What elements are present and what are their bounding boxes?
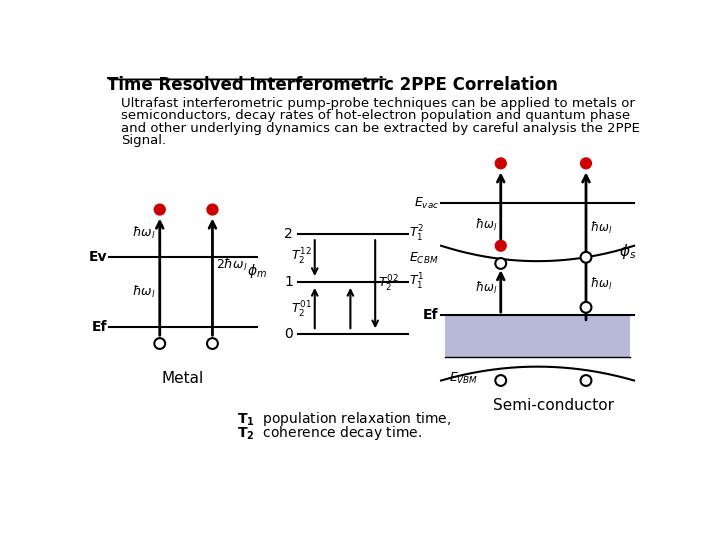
Text: $\hbar\omega_l$: $\hbar\omega_l$ (132, 225, 156, 241)
Text: Ultrafast interferometric pump-probe techniques can be applied to metals or: Ultrafast interferometric pump-probe tec… (121, 97, 635, 110)
Circle shape (154, 204, 165, 215)
Text: Time Resolved Interferometric 2PPE Correlation: Time Resolved Interferometric 2PPE Corre… (107, 76, 558, 93)
Text: $T_2^{01}$: $T_2^{01}$ (291, 300, 312, 320)
Text: $\hbar\omega_l$: $\hbar\omega_l$ (474, 280, 497, 296)
Text: $E_{vac}$: $E_{vac}$ (413, 196, 438, 211)
Text: $T_2^{02}$: $T_2^{02}$ (377, 274, 398, 294)
Text: $2\hbar\omega_l$: $2\hbar\omega_l$ (215, 257, 247, 273)
Text: Signal.: Signal. (121, 134, 166, 147)
Text: $E_{VBM}$: $E_{VBM}$ (449, 372, 478, 386)
Text: 0: 0 (284, 327, 293, 341)
Circle shape (154, 338, 165, 349)
Text: $T_1^2$: $T_1^2$ (409, 224, 424, 244)
Text: $\hbar\omega_l$: $\hbar\omega_l$ (590, 276, 612, 292)
Circle shape (495, 258, 506, 269)
Circle shape (495, 240, 506, 251)
Circle shape (580, 375, 591, 386)
Bar (445, 315, 630, 357)
Text: Ef: Ef (91, 320, 107, 334)
Text: 2: 2 (284, 227, 293, 241)
Circle shape (580, 302, 591, 313)
Text: Ef: Ef (423, 308, 438, 322)
Circle shape (207, 204, 218, 215)
Circle shape (207, 338, 218, 349)
Text: Metal: Metal (162, 372, 204, 386)
Circle shape (580, 252, 591, 262)
Text: 1: 1 (284, 275, 293, 289)
Text: $T_2^{12}$: $T_2^{12}$ (291, 246, 312, 267)
Text: $\hbar\omega_l$: $\hbar\omega_l$ (132, 284, 156, 300)
Text: Ev: Ev (89, 251, 107, 264)
Text: $\phi_s$: $\phi_s$ (618, 242, 636, 261)
Text: $\mathbf{T}_\mathbf{1}$  population relaxation time,: $\mathbf{T}_\mathbf{1}$ population relax… (238, 410, 451, 428)
Text: $\hbar\omega_l$: $\hbar\omega_l$ (474, 217, 497, 233)
Circle shape (495, 375, 506, 386)
Text: Semi-conductor: Semi-conductor (492, 398, 613, 413)
Circle shape (495, 158, 506, 168)
Text: and other underlying dynamics can be extracted by careful analysis the 2PPE: and other underlying dynamics can be ext… (121, 122, 640, 135)
Text: $\phi_m$: $\phi_m$ (246, 262, 266, 280)
Text: semiconductors, decay rates of hot-electron population and quantum phase: semiconductors, decay rates of hot-elect… (121, 110, 630, 123)
Text: $T_1^1$: $T_1^1$ (409, 272, 425, 292)
Text: $\mathbf{T}_\mathbf{2}$  coherence decay time.: $\mathbf{T}_\mathbf{2}$ coherence decay … (238, 424, 422, 442)
Text: $E_{CBM}$: $E_{CBM}$ (410, 251, 438, 266)
Text: $\hbar\omega_l$: $\hbar\omega_l$ (590, 220, 612, 237)
Circle shape (580, 158, 591, 168)
